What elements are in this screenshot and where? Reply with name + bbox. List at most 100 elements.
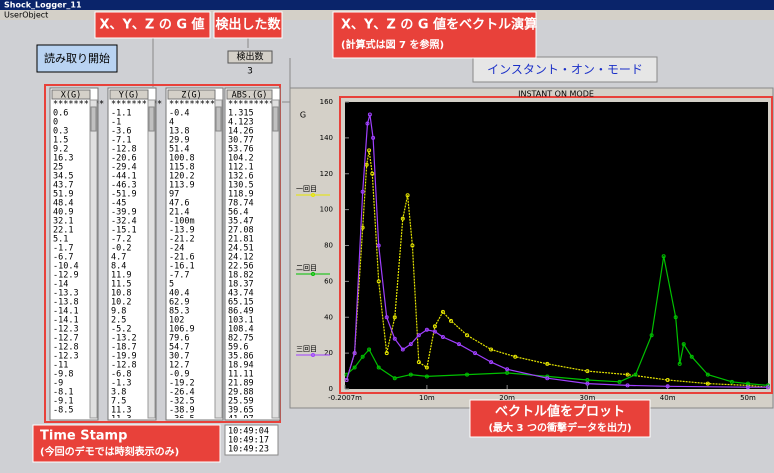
- start-button-label[interactable]: 読み取り開始: [44, 51, 110, 65]
- count-value: 3: [247, 67, 253, 77]
- list-value: -38.9: [169, 406, 195, 416]
- list-value: -18.7: [111, 343, 137, 353]
- list-value: -32.4: [111, 217, 137, 227]
- scrollbar: [89, 99, 98, 419]
- list-value: -3.6: [111, 127, 131, 137]
- data-point: [513, 354, 518, 359]
- y-tick-label: 20: [324, 349, 333, 357]
- list-value: 41.97: [228, 415, 254, 425]
- series-line: [346, 150, 769, 388]
- list-value: -14.1: [53, 307, 79, 317]
- annotation: [32, 424, 221, 463]
- list-value: -100m: [169, 217, 195, 227]
- list-value: -7.1: [111, 136, 131, 146]
- data-point: [448, 318, 453, 323]
- list-value: 10.2: [111, 298, 131, 308]
- list-header-box: [109, 89, 149, 100]
- data-point: [410, 243, 415, 248]
- list-value: 108.4: [228, 325, 254, 335]
- list-value: 85.3: [169, 307, 189, 317]
- series-line: [346, 256, 769, 386]
- list-value: -7.2: [111, 235, 131, 245]
- mode-button-label[interactable]: インスタント・オン・モード: [487, 63, 643, 77]
- y-tick-label: 100: [320, 206, 333, 214]
- list-value: 43.74: [228, 289, 254, 299]
- list-value: 21.4: [169, 208, 189, 218]
- list-value: -12.3: [53, 325, 79, 335]
- list-value: 62.9: [169, 298, 189, 308]
- data-point: [705, 372, 710, 377]
- list-value: 0.3: [53, 127, 68, 137]
- list-header: X(G): [61, 91, 81, 101]
- data-point: [376, 279, 381, 284]
- list-value: -0.9: [169, 370, 189, 380]
- annotation: [332, 11, 537, 59]
- legend-label: 二回目: [296, 264, 317, 272]
- y-tick-label: 140: [320, 134, 333, 142]
- list-value: -29.4: [111, 163, 137, 173]
- list-value: -26.4: [169, 388, 195, 398]
- list-value: 25: [53, 163, 63, 173]
- list-value: 0: [53, 118, 58, 128]
- list-value: 8.4: [111, 262, 126, 272]
- list-value: -13.9: [169, 226, 195, 236]
- legend-marker: [311, 272, 315, 276]
- list-value: -10.4: [53, 262, 79, 272]
- list-value: -32.5: [169, 397, 195, 407]
- plot-highlight: [339, 96, 773, 394]
- data-point: [625, 383, 630, 388]
- data-point: [681, 342, 686, 347]
- list-value: 18.37: [228, 280, 254, 290]
- list-header-box: [51, 89, 91, 100]
- data-point: [545, 376, 550, 381]
- data-point: [489, 360, 494, 365]
- data-point: [392, 315, 397, 320]
- list-value: 97: [169, 190, 179, 200]
- data-point: [505, 367, 510, 372]
- data-point: [545, 361, 550, 366]
- x-tick-label: 10m: [419, 394, 435, 402]
- data-point: [365, 121, 370, 126]
- annotation: [469, 399, 651, 438]
- data-point: [665, 384, 670, 389]
- list-value: 59.6: [228, 343, 248, 353]
- list-value: 21.89: [228, 379, 254, 389]
- data-point: [392, 376, 397, 381]
- mode-button[interactable]: [472, 56, 658, 83]
- annotation: [94, 11, 211, 39]
- data-point: [376, 365, 381, 370]
- count-label-box: [227, 50, 273, 64]
- start-button[interactable]: [36, 44, 118, 73]
- menu-item[interactable]: UserObject: [4, 11, 48, 20]
- data-point: [371, 135, 376, 140]
- list-value: 48.4: [53, 199, 73, 209]
- data-point: [424, 327, 429, 332]
- data-point: [585, 369, 590, 374]
- list-stars: **********: [53, 100, 104, 110]
- list-value: -12.8: [111, 145, 137, 155]
- y-tick-label: 80: [324, 242, 333, 250]
- data-point: [360, 354, 365, 359]
- list-value: -14.1: [53, 316, 79, 326]
- data-point: [465, 372, 470, 377]
- scrollbar: [147, 99, 156, 419]
- annotation-text: (最大 3 つの衝撃データを出力): [488, 421, 631, 434]
- list-value: 106.9: [169, 325, 195, 335]
- x-tick-label: 30m: [580, 394, 596, 402]
- list-value: -9: [53, 379, 63, 389]
- legend-label: 三回目: [296, 345, 317, 353]
- plot-area: [345, 102, 768, 389]
- list-value: 120.2: [169, 172, 195, 182]
- data-point: [432, 329, 437, 334]
- list-value: -1.3: [111, 379, 131, 389]
- list-value: 82.75: [228, 334, 254, 344]
- list-value: -51.9: [111, 190, 137, 200]
- list-value: 16.3: [53, 154, 73, 164]
- window-title: Shock_Logger_11: [4, 1, 82, 10]
- timestamp: 10:49:23: [228, 445, 269, 455]
- data-point: [367, 148, 372, 153]
- data-point: [665, 378, 670, 383]
- data-point: [392, 336, 397, 341]
